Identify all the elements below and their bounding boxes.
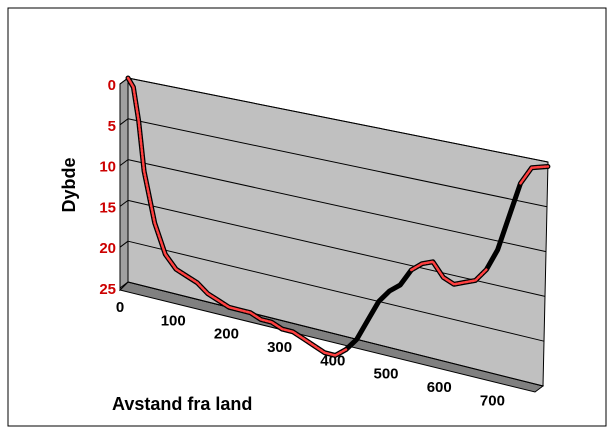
gridline: [127, 159, 547, 253]
y-tick-label: 10: [99, 159, 116, 176]
gridline-side: [119, 159, 129, 167]
y-tick-label: 20: [99, 240, 116, 257]
plot-side-wall: [119, 77, 129, 292]
x-tick-label: 700: [480, 392, 505, 409]
y-tick-label: 0: [108, 77, 116, 94]
y-tick-label: 25: [99, 281, 116, 298]
x-axis-title: Avstand fra land: [112, 394, 252, 414]
series-depth: [125, 75, 551, 358]
gridline-side: [119, 281, 129, 289]
x-tick-label: 500: [374, 366, 399, 383]
x-tick-label: 400: [320, 352, 345, 369]
y-axis-ticks: 0 5 10 15 20 25: [99, 77, 116, 298]
series-line-highlight: [410, 260, 488, 286]
gridline: [127, 118, 548, 208]
x-axis-ticks: 0 100 200 300 400 500 600 700: [116, 299, 505, 409]
x-tick-label: 0: [116, 299, 124, 316]
gridline-side: [119, 199, 129, 207]
series-line-highlight: [519, 165, 550, 185]
x-tick-label: 300: [267, 339, 292, 356]
gridline-side: [119, 240, 129, 248]
y-axis-title: Dybde: [59, 157, 79, 212]
gridline-side: [119, 118, 129, 126]
series-line-highlight: [126, 76, 348, 357]
gridline: [127, 77, 549, 163]
x-tick-label: 100: [161, 312, 186, 329]
x-tick-label: 200: [214, 326, 239, 343]
gridline: [127, 240, 545, 342]
gridline: [127, 281, 544, 387]
x-tick-label: 600: [427, 379, 452, 396]
y-tick-label: 5: [108, 118, 116, 135]
y-tick-label: 15: [99, 199, 116, 216]
